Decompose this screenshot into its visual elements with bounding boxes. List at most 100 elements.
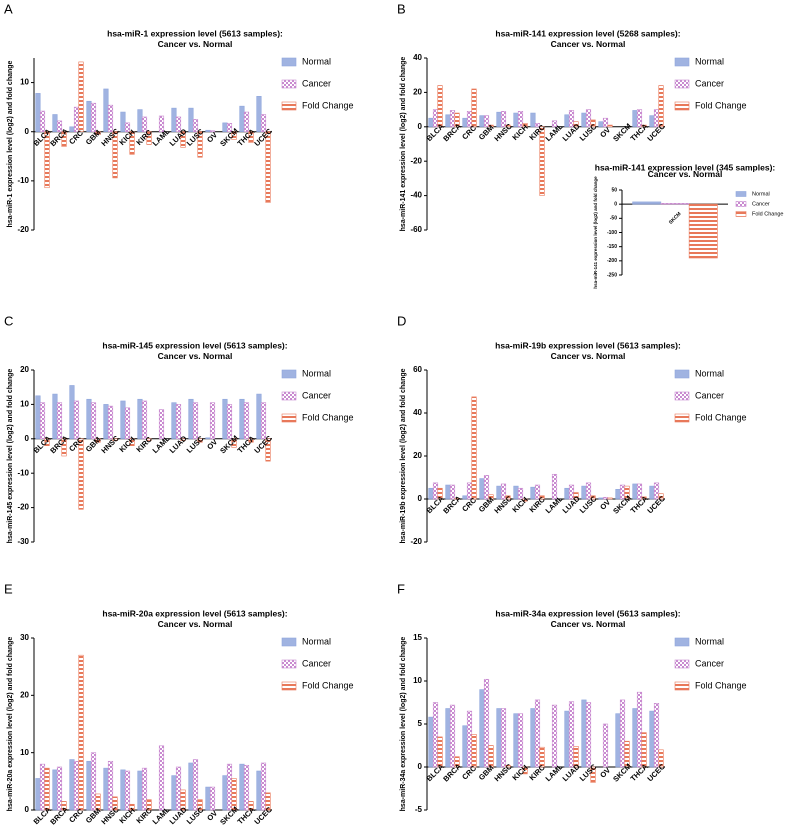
bar <box>636 691 643 768</box>
bar <box>564 487 570 500</box>
legend-swatch <box>674 101 690 111</box>
bar <box>175 116 182 133</box>
bar <box>505 495 511 500</box>
y-tick-label: 10 <box>20 748 29 757</box>
bar <box>180 789 186 811</box>
bar <box>517 487 524 500</box>
y-axis-label: hsa-miR-141 expression level (log2) and … <box>593 176 598 289</box>
y-tick-label: -150 <box>607 244 617 250</box>
bar <box>653 482 660 500</box>
bar <box>61 131 67 147</box>
bar <box>248 131 254 143</box>
x-tick-label: UCEC <box>252 433 274 455</box>
y-tick-label: -50 <box>610 216 617 222</box>
bar <box>641 496 647 500</box>
bar <box>483 475 490 500</box>
x-tick-label: LUSC <box>578 762 599 783</box>
legend-swatch <box>281 637 297 647</box>
legend-swatch <box>281 101 297 111</box>
x-tick-label: SKCM <box>611 762 633 784</box>
bar <box>158 115 165 133</box>
bar <box>39 763 46 811</box>
bar <box>56 766 63 811</box>
bar <box>573 121 579 128</box>
legend-swatch <box>281 369 297 379</box>
bar <box>124 770 131 811</box>
bar <box>256 393 262 440</box>
bar <box>615 713 621 768</box>
bar <box>226 404 233 440</box>
bar <box>61 801 67 811</box>
bar <box>598 497 604 500</box>
bar <box>624 740 630 768</box>
bar <box>488 124 494 128</box>
bar <box>505 764 511 768</box>
bar <box>222 122 228 133</box>
panel-label: B <box>397 1 406 16</box>
chart-title: hsa-miR-20a expression level (5613 sampl… <box>102 608 287 618</box>
y-tick-label: 10 <box>20 78 29 87</box>
bar <box>573 492 579 500</box>
bar <box>95 793 101 811</box>
bar <box>471 734 477 768</box>
bar <box>466 710 473 768</box>
bar <box>52 393 58 440</box>
legend-label: Cancer <box>695 390 724 400</box>
legend-label: Fold Change <box>302 412 354 422</box>
legend-swatch <box>674 57 690 67</box>
bar <box>551 120 558 128</box>
x-tick-label: HNSC <box>99 126 121 148</box>
bar <box>428 117 434 128</box>
bar <box>260 114 267 133</box>
x-tick-label: LUSC <box>578 122 599 143</box>
x-tick-label: HNSC <box>99 805 121 827</box>
bar <box>590 119 596 128</box>
legend-label: Cancer <box>302 390 331 400</box>
panel-label: A <box>4 1 13 16</box>
bar <box>539 126 545 196</box>
legend-label: Fold Change <box>752 211 784 217</box>
bar <box>641 124 647 128</box>
bar <box>171 107 177 133</box>
y-axis-label: hsa-miR-145 expression level (log2) and … <box>7 369 14 544</box>
y-tick-label: 0 <box>418 762 423 771</box>
y-tick-label: 0 <box>418 122 423 131</box>
y-tick-label: -10 <box>17 176 29 185</box>
bar <box>158 745 165 811</box>
bar <box>585 482 592 500</box>
x-tick-label: LUAD <box>561 762 583 784</box>
x-tick-label: UCEC <box>252 805 274 827</box>
chart-title: hsa-miR-34a expression level (5613 sampl… <box>495 608 680 618</box>
bar <box>56 120 63 133</box>
y-tick-label: 30 <box>20 633 29 642</box>
bar <box>243 402 250 440</box>
y-tick-label: 5 <box>418 719 423 728</box>
bar <box>256 96 262 133</box>
y-tick-label: 20 <box>413 451 422 460</box>
legend-label: Cancer <box>695 78 724 88</box>
bar <box>239 763 245 811</box>
x-tick-label: BRCA <box>441 121 463 143</box>
bar <box>449 704 456 768</box>
bar <box>534 699 541 768</box>
bar <box>231 438 237 448</box>
bar <box>636 109 643 128</box>
bar <box>658 493 664 500</box>
y-tick-label: 40 <box>413 408 422 417</box>
y-tick-label: 10 <box>20 400 29 409</box>
y-axis-label: hsa-miR-19b expression level (log2) and … <box>400 368 407 543</box>
bar <box>445 708 451 768</box>
chart-subtitle: Cancer vs. Normal <box>158 351 233 361</box>
bar <box>158 409 165 440</box>
bar <box>222 398 228 440</box>
bar <box>581 485 587 500</box>
bar <box>437 736 443 768</box>
bar <box>69 385 75 440</box>
bar <box>180 438 186 441</box>
bar <box>496 708 502 768</box>
bar <box>146 438 152 441</box>
y-tick-label: -200 <box>607 258 617 264</box>
bar <box>243 111 250 133</box>
bar <box>107 760 114 811</box>
bar <box>500 483 507 500</box>
